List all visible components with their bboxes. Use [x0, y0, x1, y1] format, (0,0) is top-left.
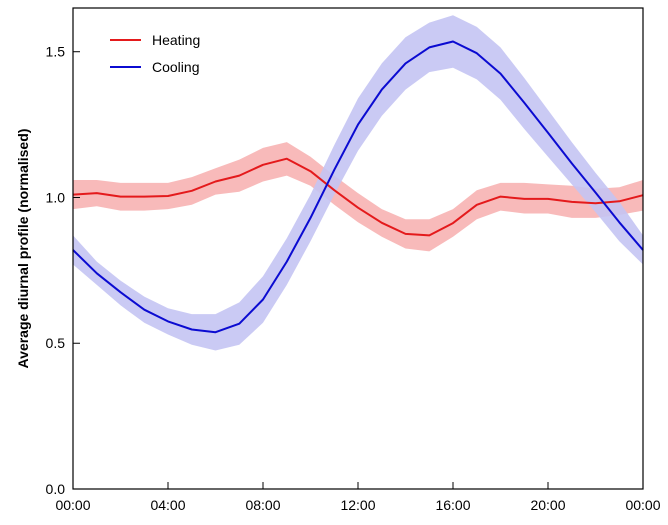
x-tick-label: 00:00	[625, 497, 660, 513]
x-tick-label: 04:00	[150, 497, 185, 513]
legend: Heating Cooling	[110, 32, 200, 75]
legend-label-cooling: Cooling	[152, 59, 199, 75]
cooling-series-line	[72, 40, 644, 334]
x-tick-label: 16:00	[435, 497, 470, 513]
y-tick-label: 1.0	[46, 189, 66, 205]
heating-confidence-band	[73, 142, 643, 252]
x-tick-label: 00:00	[55, 497, 90, 513]
y-axis-title: Average diurnal profile (normalised)	[15, 129, 31, 369]
y-tick-label: 0.0	[46, 481, 66, 497]
y-tick-label: 0.5	[46, 335, 66, 351]
x-tick-label: 12:00	[340, 497, 375, 513]
x-tick-label: 08:00	[245, 497, 280, 513]
plot-frame	[72, 7, 644, 490]
heating-series-line	[72, 157, 644, 237]
legend-label-heating: Heating	[152, 32, 200, 48]
y-tick-label: 1.5	[46, 44, 66, 60]
cooling-confidence-band	[73, 15, 643, 351]
x-tick-label: 20:00	[530, 497, 565, 513]
